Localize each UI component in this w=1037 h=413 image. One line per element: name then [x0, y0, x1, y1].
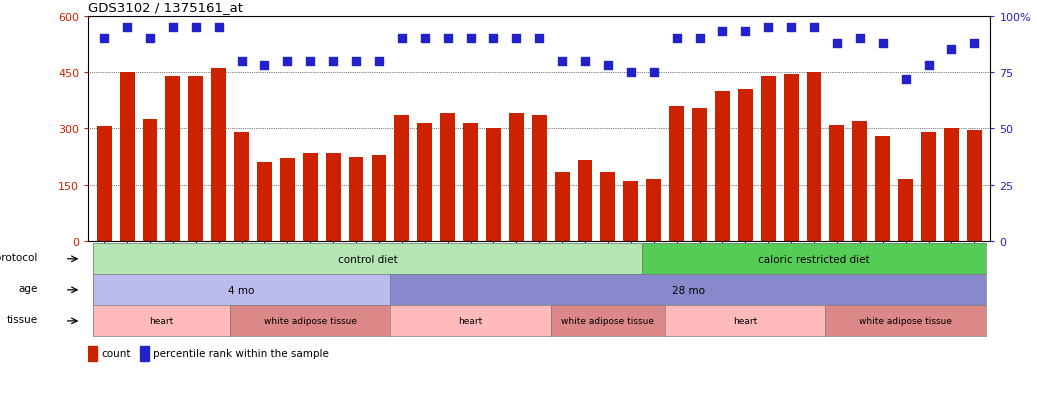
Point [714, 29, 731, 36]
Point [211, 24, 227, 31]
Bar [142, 120, 158, 242]
Point [645, 69, 662, 76]
Bar [646, 180, 662, 242]
Text: count: count [102, 349, 131, 358]
Bar [600, 172, 615, 242]
Bar [234, 133, 249, 242]
Bar [280, 159, 295, 242]
Bar [189, 76, 203, 242]
Bar [371, 155, 387, 242]
Bar [532, 116, 546, 242]
Text: heart: heart [458, 317, 482, 325]
Point [806, 24, 822, 31]
Text: white adipose tissue: white adipose tissue [561, 317, 654, 325]
Bar [417, 123, 432, 242]
Bar [140, 346, 149, 361]
Bar [166, 76, 180, 242]
Point [737, 29, 754, 36]
Point [851, 36, 868, 43]
Text: age: age [18, 284, 37, 294]
Bar [464, 123, 478, 242]
Bar [875, 137, 890, 242]
Bar [326, 154, 340, 242]
Bar [738, 90, 753, 242]
Bar [88, 346, 97, 361]
Bar [303, 154, 317, 242]
Text: white adipose tissue: white adipose tissue [859, 317, 952, 325]
Bar [486, 129, 501, 242]
Bar [348, 157, 364, 242]
Bar [852, 121, 867, 242]
Text: 28 mo: 28 mo [672, 285, 704, 295]
Bar [830, 125, 844, 242]
Point [142, 36, 159, 43]
Point [233, 58, 250, 65]
Point [279, 58, 296, 65]
Point [370, 58, 387, 65]
Point [508, 36, 525, 43]
Bar [394, 116, 410, 242]
Point [668, 36, 684, 43]
Point [165, 24, 181, 31]
Point [920, 63, 936, 69]
Bar [440, 114, 455, 242]
Point [829, 40, 845, 47]
Bar [921, 133, 936, 242]
Bar [509, 114, 524, 242]
Point [256, 63, 273, 69]
Bar [761, 76, 776, 242]
Point [188, 24, 204, 31]
Bar [807, 73, 821, 242]
Bar [257, 163, 272, 242]
Point [692, 36, 708, 43]
Point [394, 36, 411, 43]
Point [897, 76, 914, 83]
Text: tissue: tissue [6, 315, 37, 325]
Point [325, 58, 341, 65]
Point [874, 40, 891, 47]
Point [554, 58, 570, 65]
Text: heart: heart [733, 317, 757, 325]
Point [347, 58, 364, 65]
Point [577, 58, 593, 65]
Point [485, 36, 502, 43]
Bar [714, 92, 730, 242]
Point [599, 63, 616, 69]
Text: caloric restricted diet: caloric restricted diet [758, 254, 870, 264]
Text: control diet: control diet [338, 254, 397, 264]
Bar [578, 161, 592, 242]
Bar [898, 180, 913, 242]
Bar [212, 69, 226, 242]
Bar [623, 182, 639, 242]
Bar [966, 131, 982, 242]
Text: white adipose tissue: white adipose tissue [263, 317, 357, 325]
Point [783, 24, 800, 31]
Point [302, 58, 318, 65]
Text: growth protocol: growth protocol [0, 253, 37, 263]
Text: GDS3102 / 1375161_at: GDS3102 / 1375161_at [88, 1, 243, 14]
Point [622, 69, 639, 76]
Text: percentile rank within the sample: percentile rank within the sample [153, 349, 329, 358]
Point [440, 36, 456, 43]
Point [531, 36, 548, 43]
Point [760, 24, 777, 31]
Bar [944, 129, 959, 242]
Bar [119, 73, 135, 242]
Bar [555, 172, 569, 242]
Bar [692, 109, 707, 242]
Bar [669, 107, 684, 242]
Point [119, 24, 136, 31]
Point [463, 36, 479, 43]
Point [943, 47, 959, 54]
Point [417, 36, 433, 43]
Bar [96, 127, 112, 242]
Text: 4 mo: 4 mo [228, 285, 255, 295]
Bar [784, 75, 798, 242]
Text: heart: heart [149, 317, 173, 325]
Point [966, 40, 983, 47]
Point [95, 36, 112, 43]
